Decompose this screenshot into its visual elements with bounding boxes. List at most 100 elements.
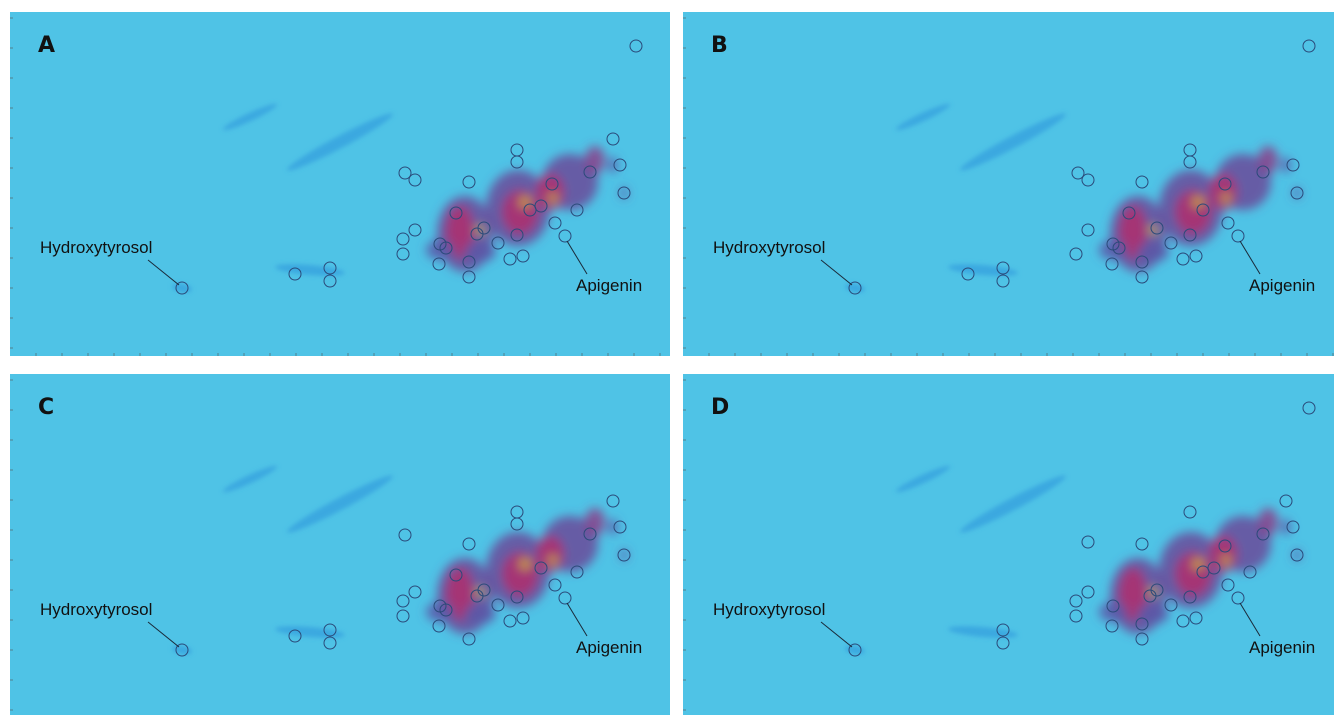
blob xyxy=(1281,157,1291,173)
feature-circle xyxy=(1279,494,1293,508)
blob xyxy=(446,568,474,620)
feature-circle xyxy=(1164,236,1178,250)
blob xyxy=(608,519,618,535)
feature-circle xyxy=(477,221,491,235)
feature-circle xyxy=(617,186,631,200)
feature-circle xyxy=(1176,614,1190,628)
feature-circle xyxy=(1189,249,1203,263)
blob xyxy=(1209,536,1237,572)
annotation: Hydroxytyrosol xyxy=(40,600,152,619)
blob xyxy=(1192,558,1204,570)
panel-label: A xyxy=(38,33,55,58)
feature-circle xyxy=(462,537,476,551)
feature-circle xyxy=(1302,401,1316,415)
streak xyxy=(959,475,1067,533)
blob xyxy=(1293,187,1301,199)
feature-circle xyxy=(1081,223,1095,237)
feature-circle xyxy=(629,39,643,53)
feature-circle xyxy=(558,591,572,605)
annotation-leader xyxy=(1239,602,1261,637)
blob xyxy=(502,190,538,234)
feature-circle xyxy=(449,206,463,220)
feature-circle xyxy=(1135,617,1149,631)
feature-circle xyxy=(516,249,530,263)
feature-circle xyxy=(1286,158,1300,172)
annotation: Apigenin xyxy=(1249,638,1315,657)
feature-circle xyxy=(1150,221,1164,235)
feature-circle xyxy=(1231,229,1245,243)
feature-circle xyxy=(398,166,412,180)
feature-circle xyxy=(548,578,562,592)
blob xyxy=(608,157,618,173)
feature-circle xyxy=(1189,611,1203,625)
streak xyxy=(286,475,394,533)
blob xyxy=(1192,196,1204,208)
feature-circle xyxy=(606,494,620,508)
blob xyxy=(548,555,558,565)
feature-circle xyxy=(961,267,975,281)
feature-circle xyxy=(1135,632,1149,646)
blob xyxy=(1137,242,1169,262)
blob xyxy=(536,536,564,572)
feature-circle xyxy=(1286,520,1300,534)
feature-circle xyxy=(1081,173,1095,187)
feature-circle xyxy=(1150,583,1164,597)
feature-circle xyxy=(175,281,189,295)
annotation-leader xyxy=(147,621,180,648)
annotation: Hydroxytyrosol xyxy=(713,600,825,619)
feature-circle xyxy=(848,643,862,657)
feature-circle xyxy=(1256,527,1270,541)
feature-circle xyxy=(462,632,476,646)
blob xyxy=(1221,555,1231,565)
feature-circle xyxy=(1135,255,1149,269)
feature-circle xyxy=(396,232,410,246)
feature-circle xyxy=(439,603,453,617)
feature-circle xyxy=(477,583,491,597)
feature-circle xyxy=(323,261,337,275)
feature-circle xyxy=(1135,270,1149,284)
blob xyxy=(1209,174,1237,210)
streak xyxy=(895,103,951,131)
feature-circle xyxy=(432,619,446,633)
feature-circle xyxy=(396,247,410,261)
annotation-leader xyxy=(566,240,588,275)
feature-circle xyxy=(996,636,1010,650)
feature-circle xyxy=(1221,578,1235,592)
feature-circle xyxy=(1081,535,1095,549)
blob xyxy=(620,187,628,199)
feature-circle xyxy=(1218,177,1232,191)
feature-circle xyxy=(583,527,597,541)
streak xyxy=(286,113,394,171)
feature-circle xyxy=(491,236,505,250)
feature-circle xyxy=(1105,619,1119,633)
streak xyxy=(222,103,278,131)
feature-circle xyxy=(516,611,530,625)
streak xyxy=(222,465,278,493)
blob xyxy=(1137,604,1169,624)
streak xyxy=(172,283,192,293)
feature-circle xyxy=(323,636,337,650)
feature-circle xyxy=(1069,247,1083,261)
blob xyxy=(585,508,605,536)
annotation-leader xyxy=(147,259,180,286)
annotation-leader xyxy=(1239,240,1261,275)
annotation-leader xyxy=(820,259,853,286)
annotation-leader xyxy=(566,602,588,637)
blob xyxy=(536,174,564,210)
feature-circle xyxy=(432,257,446,271)
feature-circle xyxy=(534,561,548,575)
annotation: Apigenin xyxy=(576,276,642,295)
feature-circle xyxy=(606,132,620,146)
feature-circle xyxy=(1183,155,1197,169)
feature-circle xyxy=(534,199,548,213)
blob xyxy=(1148,225,1158,235)
feature-circle xyxy=(1176,252,1190,266)
feature-circle xyxy=(617,548,631,562)
feature-circle xyxy=(503,614,517,628)
feature-circle xyxy=(408,223,422,237)
annotation: Apigenin xyxy=(576,638,642,657)
heatmap-blobs xyxy=(426,508,628,634)
feature-circle xyxy=(449,568,463,582)
blob xyxy=(585,146,605,174)
feature-circle xyxy=(1231,591,1245,605)
